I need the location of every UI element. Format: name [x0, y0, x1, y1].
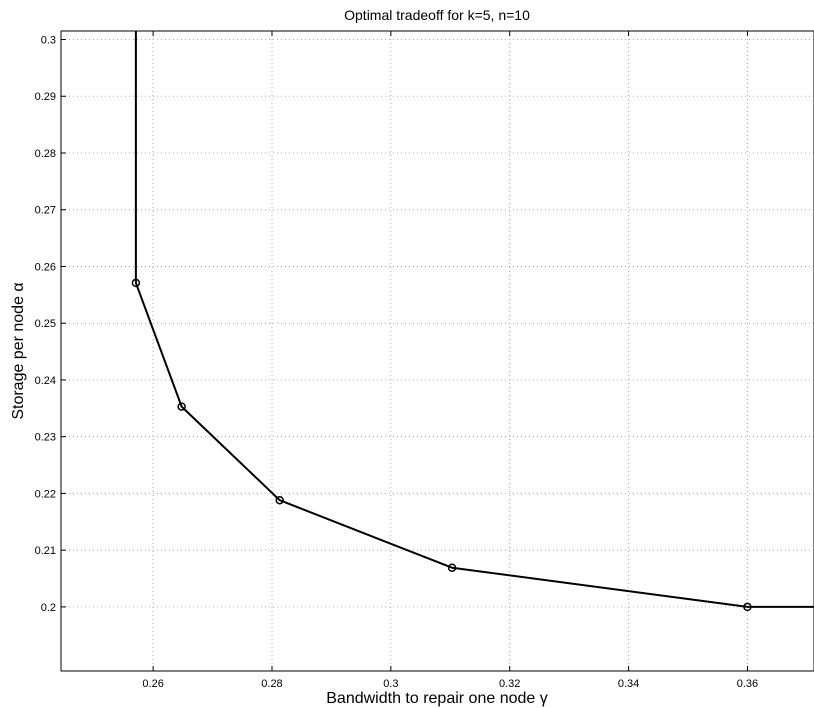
data-point-marker	[177, 402, 186, 411]
x-tick-label: 0.36	[737, 678, 758, 690]
data-point-marker	[131, 278, 141, 288]
x-tick-label: 0.32	[499, 678, 520, 690]
data-point-marker	[275, 495, 284, 505]
y-tick-label: 0.29	[35, 91, 56, 103]
ticks: 0.26 0.28 0.3 0.32 0.34 0.36 0.2 0.21 0.22 0.23 0.…	[35, 31, 758, 690]
y-tick-label: 0.28	[35, 148, 56, 160]
data-point-marker	[447, 563, 457, 572]
y-tick-label: 0.24	[35, 375, 56, 387]
y-tick-label: 0.26	[35, 261, 56, 273]
x-tick-label: 0.3	[383, 678, 398, 690]
x-axis-label: Bandwidth to repair one node γ	[326, 690, 547, 707]
x-tick-label: 0.34	[618, 678, 639, 690]
y-tick-label: 0.23	[35, 432, 56, 444]
tradeoff-curve	[134, 31, 814, 608]
y-axis-label: Storage per node α	[10, 282, 27, 419]
y-tick-label: 0.3	[41, 35, 56, 47]
y-tick-label: 0.25	[35, 318, 56, 330]
y-tick-label: 0.22	[35, 488, 56, 500]
series-layer	[131, 31, 814, 612]
grid	[61, 31, 814, 671]
y-tick-label: 0.2	[41, 602, 56, 614]
x-tick-label: 0.26	[142, 678, 163, 690]
y-tick-label: 0.21	[35, 545, 56, 557]
plot-frame	[60, 30, 814, 672]
data-point-marker	[743, 602, 752, 612]
x-tick-label: 0.28	[261, 678, 282, 690]
y-tick-label: 0.27	[35, 205, 56, 217]
chart-title: Optimal tradeoff for k=5, n=10	[344, 7, 530, 23]
